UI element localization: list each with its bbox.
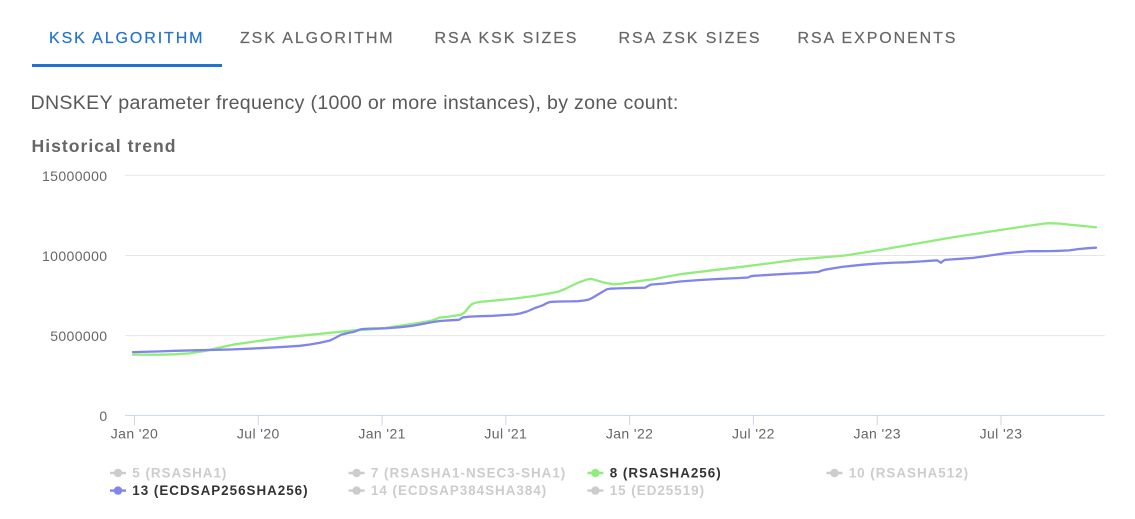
svg-text:Jan '22: Jan '22 xyxy=(606,426,654,442)
svg-text:Jul '22: Jul '22 xyxy=(732,426,775,442)
svg-text:Jan '21: Jan '21 xyxy=(358,426,406,442)
svg-text:7 (RSASHA1-NSEC3-SHA1): 7 (RSASHA1-NSEC3-SHA1) xyxy=(371,466,566,481)
svg-text:Jul '21: Jul '21 xyxy=(484,426,527,442)
svg-text:15 (ED25519): 15 (ED25519) xyxy=(610,483,705,498)
svg-text:Jul '20: Jul '20 xyxy=(237,426,280,442)
svg-text:Jul '23: Jul '23 xyxy=(980,426,1023,442)
svg-text:8 (RSASHA256): 8 (RSASHA256) xyxy=(610,466,722,481)
svg-text:13 (ECDSAP256SHA256): 13 (ECDSAP256SHA256) xyxy=(132,483,308,498)
svg-text:10000000: 10000000 xyxy=(42,248,108,264)
svg-text:15000000: 15000000 xyxy=(42,168,108,184)
svg-text:Jan '20: Jan '20 xyxy=(111,426,159,442)
svg-text:14 (ECDSAP384SHA384): 14 (ECDSAP384SHA384) xyxy=(371,483,547,498)
svg-text:Jan '23: Jan '23 xyxy=(853,426,901,442)
svg-text:5 (RSASHA1): 5 (RSASHA1) xyxy=(132,466,227,481)
svg-text:10 (RSASHA512): 10 (RSASHA512) xyxy=(849,466,969,481)
svg-text:5000000: 5000000 xyxy=(50,328,107,344)
svg-text:0: 0 xyxy=(99,408,107,424)
